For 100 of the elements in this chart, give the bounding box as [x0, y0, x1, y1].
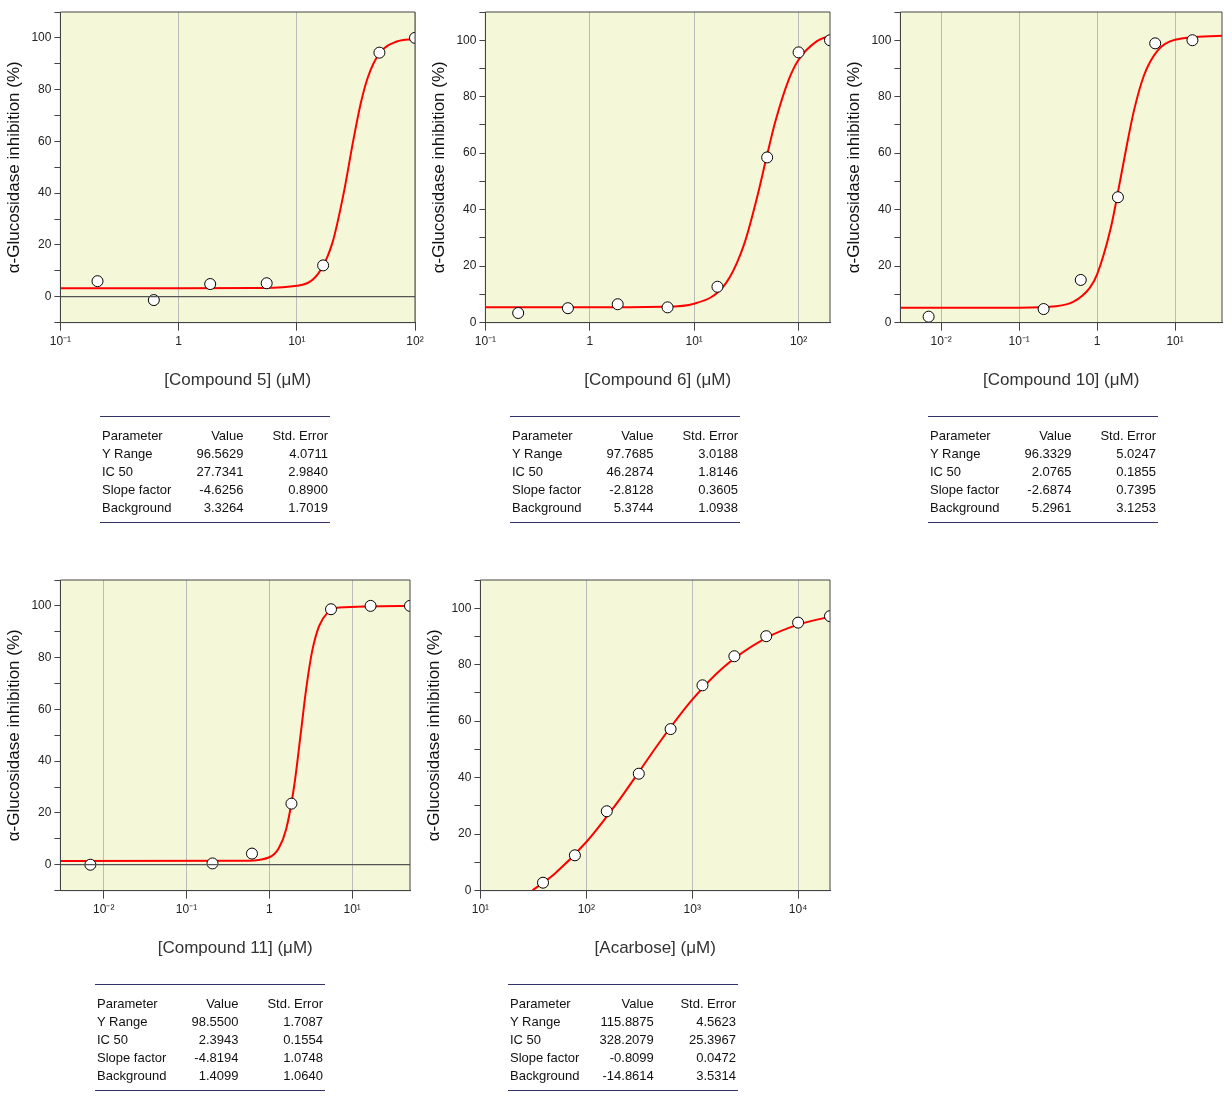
point [373, 46, 386, 59]
x-tick-label: 10² [577, 901, 595, 916]
y-tick-label: 100 [871, 32, 892, 47]
x-axis-title: [Compound 5] (μM) [164, 370, 312, 390]
x-tick-label: 10⁻² [93, 901, 115, 916]
text: Y Range [509, 1013, 562, 1031]
x-tick-label: 1 [586, 333, 594, 348]
text: Value [210, 427, 245, 445]
text: IC 50 [929, 463, 963, 481]
text: 27.7341 [195, 463, 245, 481]
text: 1.0748 [282, 1049, 324, 1067]
point [204, 278, 217, 291]
point [260, 277, 273, 290]
y-tick-label: 60 [458, 713, 472, 728]
x-tick-label: 10⁻² [930, 333, 952, 348]
text: Parameter [101, 427, 164, 445]
text: Value [205, 995, 240, 1013]
text: Std. Error [266, 995, 324, 1013]
y-tick-label: 100 [31, 30, 52, 45]
text: 0.8900 [287, 481, 329, 499]
x-axis-title: [Acarbose] (μM) [594, 938, 716, 958]
x-tick-label: 10⁻¹ [49, 333, 72, 348]
text: Background [96, 1067, 168, 1085]
x-axis-title: [Compound 10] (μM) [983, 370, 1140, 390]
y-tick-label: 0 [469, 314, 477, 329]
text: 46.2874 [605, 463, 655, 481]
y-tick-label: 20 [463, 258, 477, 273]
x-tick-label: 10³ [683, 901, 701, 916]
text: 1.4099 [197, 1067, 240, 1085]
x-tick-label: 10⁻¹ [474, 333, 497, 348]
text: Std. Error [1099, 427, 1157, 445]
text: 3.5314 [695, 1067, 737, 1085]
y-tick-label: 20 [38, 805, 52, 820]
y-tick-label: 100 [31, 598, 52, 613]
point [760, 630, 773, 643]
x-tick-label: 10⁴ [788, 901, 808, 916]
y-tick-label: 40 [878, 201, 892, 216]
text: 2.3943 [197, 1031, 240, 1049]
point [568, 849, 581, 862]
y-tick-label: 0 [884, 314, 892, 329]
x-tick-label: 10⁻¹ [1008, 333, 1030, 348]
x-tick-label: 10¹ [1166, 333, 1184, 348]
text: 3.1253 [1115, 499, 1157, 517]
y-tick-label: 0 [44, 857, 52, 872]
text: Slope factor [929, 481, 1001, 499]
text: 97.7685 [605, 445, 655, 463]
x-tick-label: 10² [406, 333, 424, 348]
text: 96.5629 [195, 445, 245, 463]
text: Std. Error [271, 427, 329, 445]
point [325, 603, 338, 616]
text: 0.3605 [697, 481, 739, 499]
text: 115.8875 [599, 1013, 655, 1031]
text: 96.3329 [1023, 445, 1073, 463]
text: 4.5623 [695, 1013, 737, 1031]
text: -2.6874 [1026, 481, 1073, 499]
point [317, 259, 330, 272]
text: -14.8614 [601, 1067, 655, 1085]
text: Value [1038, 427, 1073, 445]
point [285, 797, 298, 810]
text: 5.2961 [1030, 499, 1073, 517]
y-tick-label: 100 [451, 600, 472, 615]
text: 1.0938 [697, 499, 739, 517]
point [664, 723, 677, 736]
text: -4.8194 [193, 1049, 240, 1067]
text: 5.0247 [1115, 445, 1157, 463]
point [364, 599, 377, 612]
y-tick-label: 40 [38, 185, 52, 200]
text: 3.0188 [697, 445, 739, 463]
point [792, 616, 805, 629]
x-tick-label: 1 [265, 901, 273, 916]
text: IC 50 [101, 463, 135, 481]
x-tick-label: 10² [789, 333, 808, 348]
text: Parameter [96, 995, 159, 1013]
text: Parameter [511, 427, 574, 445]
y-tick-label: 80 [463, 89, 477, 104]
text: Y Range [101, 445, 154, 463]
text: Std. Error [679, 995, 737, 1013]
text: 0.0472 [695, 1049, 737, 1067]
y-tick-label: 20 [878, 258, 892, 273]
text: Y Range [511, 445, 564, 463]
text: 2.0765 [1030, 463, 1073, 481]
x-tick-label: 10¹ [685, 333, 703, 348]
text: 2.9840 [287, 463, 329, 481]
text: 1.8146 [697, 463, 739, 481]
text: Slope factor [101, 481, 173, 499]
x-tick-label: 10⁻¹ [175, 901, 198, 916]
y-tick-label: 20 [38, 237, 52, 252]
y-tick-label: 0 [44, 289, 52, 304]
point [1149, 37, 1162, 50]
y-axis-title: α-Glucosidase inhibition (%) [3, 61, 23, 274]
text: 0.7395 [1115, 481, 1157, 499]
y-axis-title: α-Glucosidase inhibition (%) [423, 629, 443, 842]
y-tick-label: 60 [38, 701, 52, 716]
point [1037, 303, 1050, 316]
y-tick-label: 80 [38, 81, 52, 96]
text: Background [509, 1067, 581, 1085]
text: Background [101, 499, 173, 517]
text: 5.3744 [612, 499, 655, 517]
text: IC 50 [511, 463, 545, 481]
y-tick-label: 20 [458, 826, 472, 841]
